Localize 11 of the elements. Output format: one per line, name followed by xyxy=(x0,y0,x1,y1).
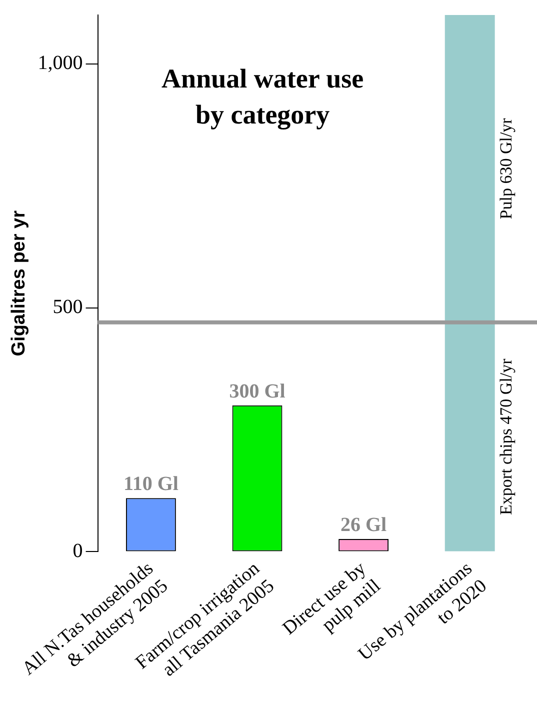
y-tick-label: 0 xyxy=(72,540,83,562)
y-axis-title: Gigalitres per yr xyxy=(8,210,30,356)
data-label: 300 Gl xyxy=(229,380,286,403)
text: Annual water use by category xyxy=(162,63,364,130)
bar xyxy=(444,15,495,322)
data-label: Export chips 470 Gl/yr xyxy=(496,358,516,515)
data-label: 26 Gl xyxy=(340,514,388,536)
data-label: Pulp 630 Gl/yr xyxy=(496,118,516,220)
y-tick-label: 1,000 xyxy=(38,52,83,74)
data-label: 110 Gl xyxy=(123,473,179,496)
y-tick-label: 500 xyxy=(52,296,83,318)
